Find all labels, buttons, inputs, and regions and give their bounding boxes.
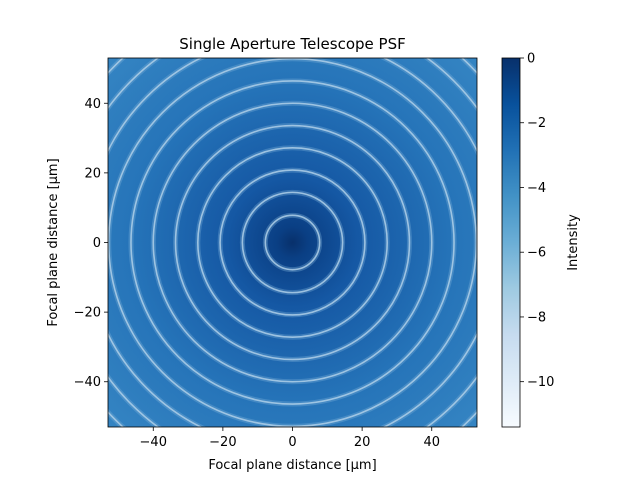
ring-glow bbox=[239, 189, 346, 296]
y-tick-label: 40 bbox=[84, 97, 101, 112]
ring-minimum bbox=[241, 191, 344, 294]
colorbar-tick-label: −2 bbox=[527, 116, 546, 131]
diffraction-rings bbox=[108, 58, 477, 427]
ring-minimum bbox=[174, 124, 411, 361]
colorbar-tick-label: −10 bbox=[527, 375, 554, 390]
ring-minimum bbox=[197, 147, 388, 338]
chart-title: Single Aperture Telescope PSF bbox=[179, 35, 405, 53]
ring-minimum bbox=[130, 80, 455, 405]
y-tick-label: −20 bbox=[74, 306, 101, 321]
colorbar-axis: 0 −2 −4 −6 −8 −10 bbox=[520, 52, 554, 390]
heatmap-image bbox=[108, 58, 477, 427]
colorbar bbox=[501, 57, 521, 428]
x-tick-label: −40 bbox=[140, 435, 167, 450]
ring-minimum bbox=[264, 214, 321, 271]
y-axis-label: Focal plane distance [μm] bbox=[46, 158, 61, 326]
plot-area bbox=[108, 58, 477, 427]
ring-minimum bbox=[108, 58, 477, 427]
ring-glow bbox=[195, 145, 390, 340]
ring-glow bbox=[128, 78, 457, 407]
ring-glow bbox=[262, 212, 323, 273]
colorbar-label: Intensity bbox=[566, 214, 581, 271]
x-axis: −40 −20 0 20 40 bbox=[140, 427, 440, 450]
y-axis: 40 20 0 −20 −40 bbox=[74, 97, 108, 390]
y-tick-label: −40 bbox=[74, 375, 101, 390]
y-tick-label: 20 bbox=[84, 166, 101, 181]
ring-glow bbox=[173, 123, 412, 362]
x-tick-label: 20 bbox=[354, 435, 371, 450]
colorbar-tick-label: 0 bbox=[527, 52, 535, 67]
ring-glow bbox=[108, 58, 477, 427]
colorbar-tick-label: −4 bbox=[527, 181, 546, 196]
colorbar-tick-label: −8 bbox=[527, 310, 546, 325]
ring-glow bbox=[217, 167, 368, 318]
colorbar-tick-label: −6 bbox=[527, 246, 546, 261]
x-tick-label: −20 bbox=[209, 435, 236, 450]
x-tick-label: 0 bbox=[288, 435, 296, 450]
x-axis-label: Focal plane distance [μm] bbox=[208, 458, 376, 473]
ring-minimum bbox=[219, 169, 366, 316]
ring-minimum bbox=[152, 102, 433, 383]
x-tick-label: 40 bbox=[423, 435, 440, 450]
ring-glow bbox=[150, 100, 435, 385]
y-tick-label: 0 bbox=[93, 236, 101, 251]
